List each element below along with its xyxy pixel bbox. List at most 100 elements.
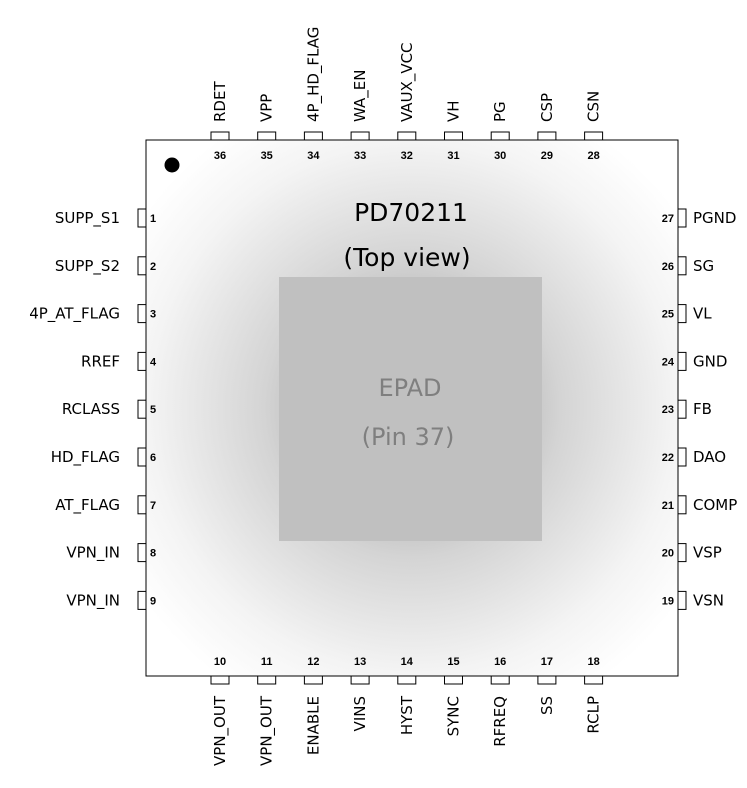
- pin-pad: [490, 675, 510, 685]
- pin-name: SG: [693, 257, 714, 275]
- pin-name: HD_FLAG: [51, 448, 120, 467]
- pin-name: VL: [693, 305, 712, 323]
- pin-name: DAO: [693, 448, 726, 466]
- pin-name: VPN_OUT: [258, 695, 277, 766]
- pin-number: 12: [307, 656, 319, 668]
- pin-number: 26: [662, 261, 674, 273]
- epad-pin-label: (Pin 37): [362, 423, 455, 451]
- pin-name: SUPP_S1: [55, 209, 120, 228]
- pin-name: VAUX_VCC: [398, 42, 417, 122]
- pin-pad: [137, 304, 147, 324]
- pin-number: 5: [150, 404, 156, 416]
- pin-pad: [584, 675, 604, 685]
- epad: [279, 277, 542, 541]
- pin-name: WA_EN: [351, 70, 370, 122]
- pin-name: CSP: [538, 93, 556, 122]
- chip-subtitle: (Top view): [343, 243, 470, 272]
- pin-pad: [444, 131, 463, 141]
- pin-number: 22: [662, 452, 674, 464]
- pin-number: 17: [541, 656, 553, 668]
- pin-name: VPN_IN: [66, 591, 120, 610]
- pin-number: 20: [662, 548, 674, 560]
- pin-pad: [677, 543, 687, 563]
- pin-name: FB: [693, 400, 712, 418]
- pin-pad: [137, 447, 147, 467]
- pin-name: VH: [445, 100, 463, 122]
- pin-number: 14: [401, 656, 414, 668]
- pin-number: 16: [494, 656, 506, 668]
- pin-pad: [677, 495, 687, 515]
- pin-pad: [444, 675, 463, 685]
- pin-name: VSP: [693, 544, 722, 562]
- pin-number: 13: [354, 656, 366, 668]
- pin-pad: [537, 675, 557, 685]
- pin-name: RCLP: [585, 696, 603, 734]
- pin-name: RDET: [211, 81, 229, 122]
- pin-number: 3: [150, 309, 156, 321]
- pin-number: 24: [662, 356, 675, 368]
- pin-pad: [677, 590, 687, 610]
- pin-number: 33: [354, 150, 366, 162]
- pin-number: 27: [662, 213, 674, 225]
- pin-name: ENABLE: [304, 696, 322, 755]
- pin-pad: [490, 131, 510, 141]
- pin-name: RREF: [81, 352, 120, 370]
- pin-pad: [677, 208, 687, 228]
- pin-name: SYNC: [445, 696, 463, 736]
- pin-pad: [257, 675, 277, 685]
- pin-number: 30: [494, 150, 506, 162]
- pin-pad: [137, 590, 147, 610]
- pin-name: 4P_AT_FLAG: [29, 305, 120, 324]
- pin-pad: [210, 675, 230, 685]
- pin-number: 10: [214, 656, 226, 668]
- pin-number: 8: [150, 548, 156, 560]
- pin-number: 28: [587, 150, 599, 162]
- pin-name: SS: [538, 696, 556, 715]
- pin-name: AT_FLAG: [55, 496, 120, 515]
- pins-group: 1 SUPP_S1 2 SUPP_S2 3 4P_AT_FLAG 4 RREF 5 RCLASS 6…: [29, 27, 737, 766]
- pin-number: 15: [447, 656, 459, 668]
- pin-number: 32: [401, 150, 413, 162]
- pin-pad: [350, 675, 370, 685]
- pin-pad: [303, 131, 323, 141]
- pin-name: COMP: [693, 496, 737, 514]
- pin-number: 7: [150, 500, 156, 512]
- pin-pad: [397, 675, 417, 685]
- chip-title: PD70211: [354, 198, 468, 227]
- pin-number: 35: [261, 150, 273, 162]
- pin-pad: [584, 131, 604, 141]
- pin-number: 19: [662, 595, 674, 607]
- pin-pad: [677, 256, 687, 276]
- pin-pad: [677, 399, 687, 419]
- pin1-marker-dot: [164, 157, 180, 173]
- pin-number: 9: [150, 595, 156, 607]
- pin-number: 29: [541, 150, 553, 162]
- pin-number: 25: [662, 309, 674, 321]
- epad-label: EPAD: [379, 374, 442, 402]
- pin-number: 18: [587, 656, 599, 668]
- pin-pad: [210, 131, 230, 141]
- pin-name: RFREQ: [491, 696, 509, 747]
- pin-pad: [137, 543, 147, 563]
- pin-name: VPN_IN: [66, 544, 120, 563]
- pin-pad: [257, 131, 277, 141]
- pin-pad: [677, 304, 687, 324]
- pin-pad: [350, 131, 370, 141]
- pin-number: 21: [662, 500, 674, 512]
- pin-pad: [303, 675, 323, 685]
- pin-number: 34: [307, 150, 320, 162]
- pin-name: 4P_HD_FLAG: [304, 27, 323, 122]
- pin-number: 36: [214, 150, 226, 162]
- pin-pad: [137, 495, 147, 515]
- pin-name: GND: [693, 352, 727, 370]
- pin-number: 31: [447, 150, 459, 162]
- pin-pad: [677, 447, 687, 467]
- pin-name: VINS: [351, 696, 369, 731]
- pin-pad: [137, 351, 147, 371]
- pin-name: RCLASS: [62, 400, 120, 418]
- pin-name: CSN: [585, 91, 603, 122]
- pin-name: PG: [491, 101, 509, 122]
- pin-name: VPP: [258, 94, 276, 122]
- pin-name: SUPP_S2: [55, 257, 120, 276]
- pin-number: 4: [150, 356, 157, 368]
